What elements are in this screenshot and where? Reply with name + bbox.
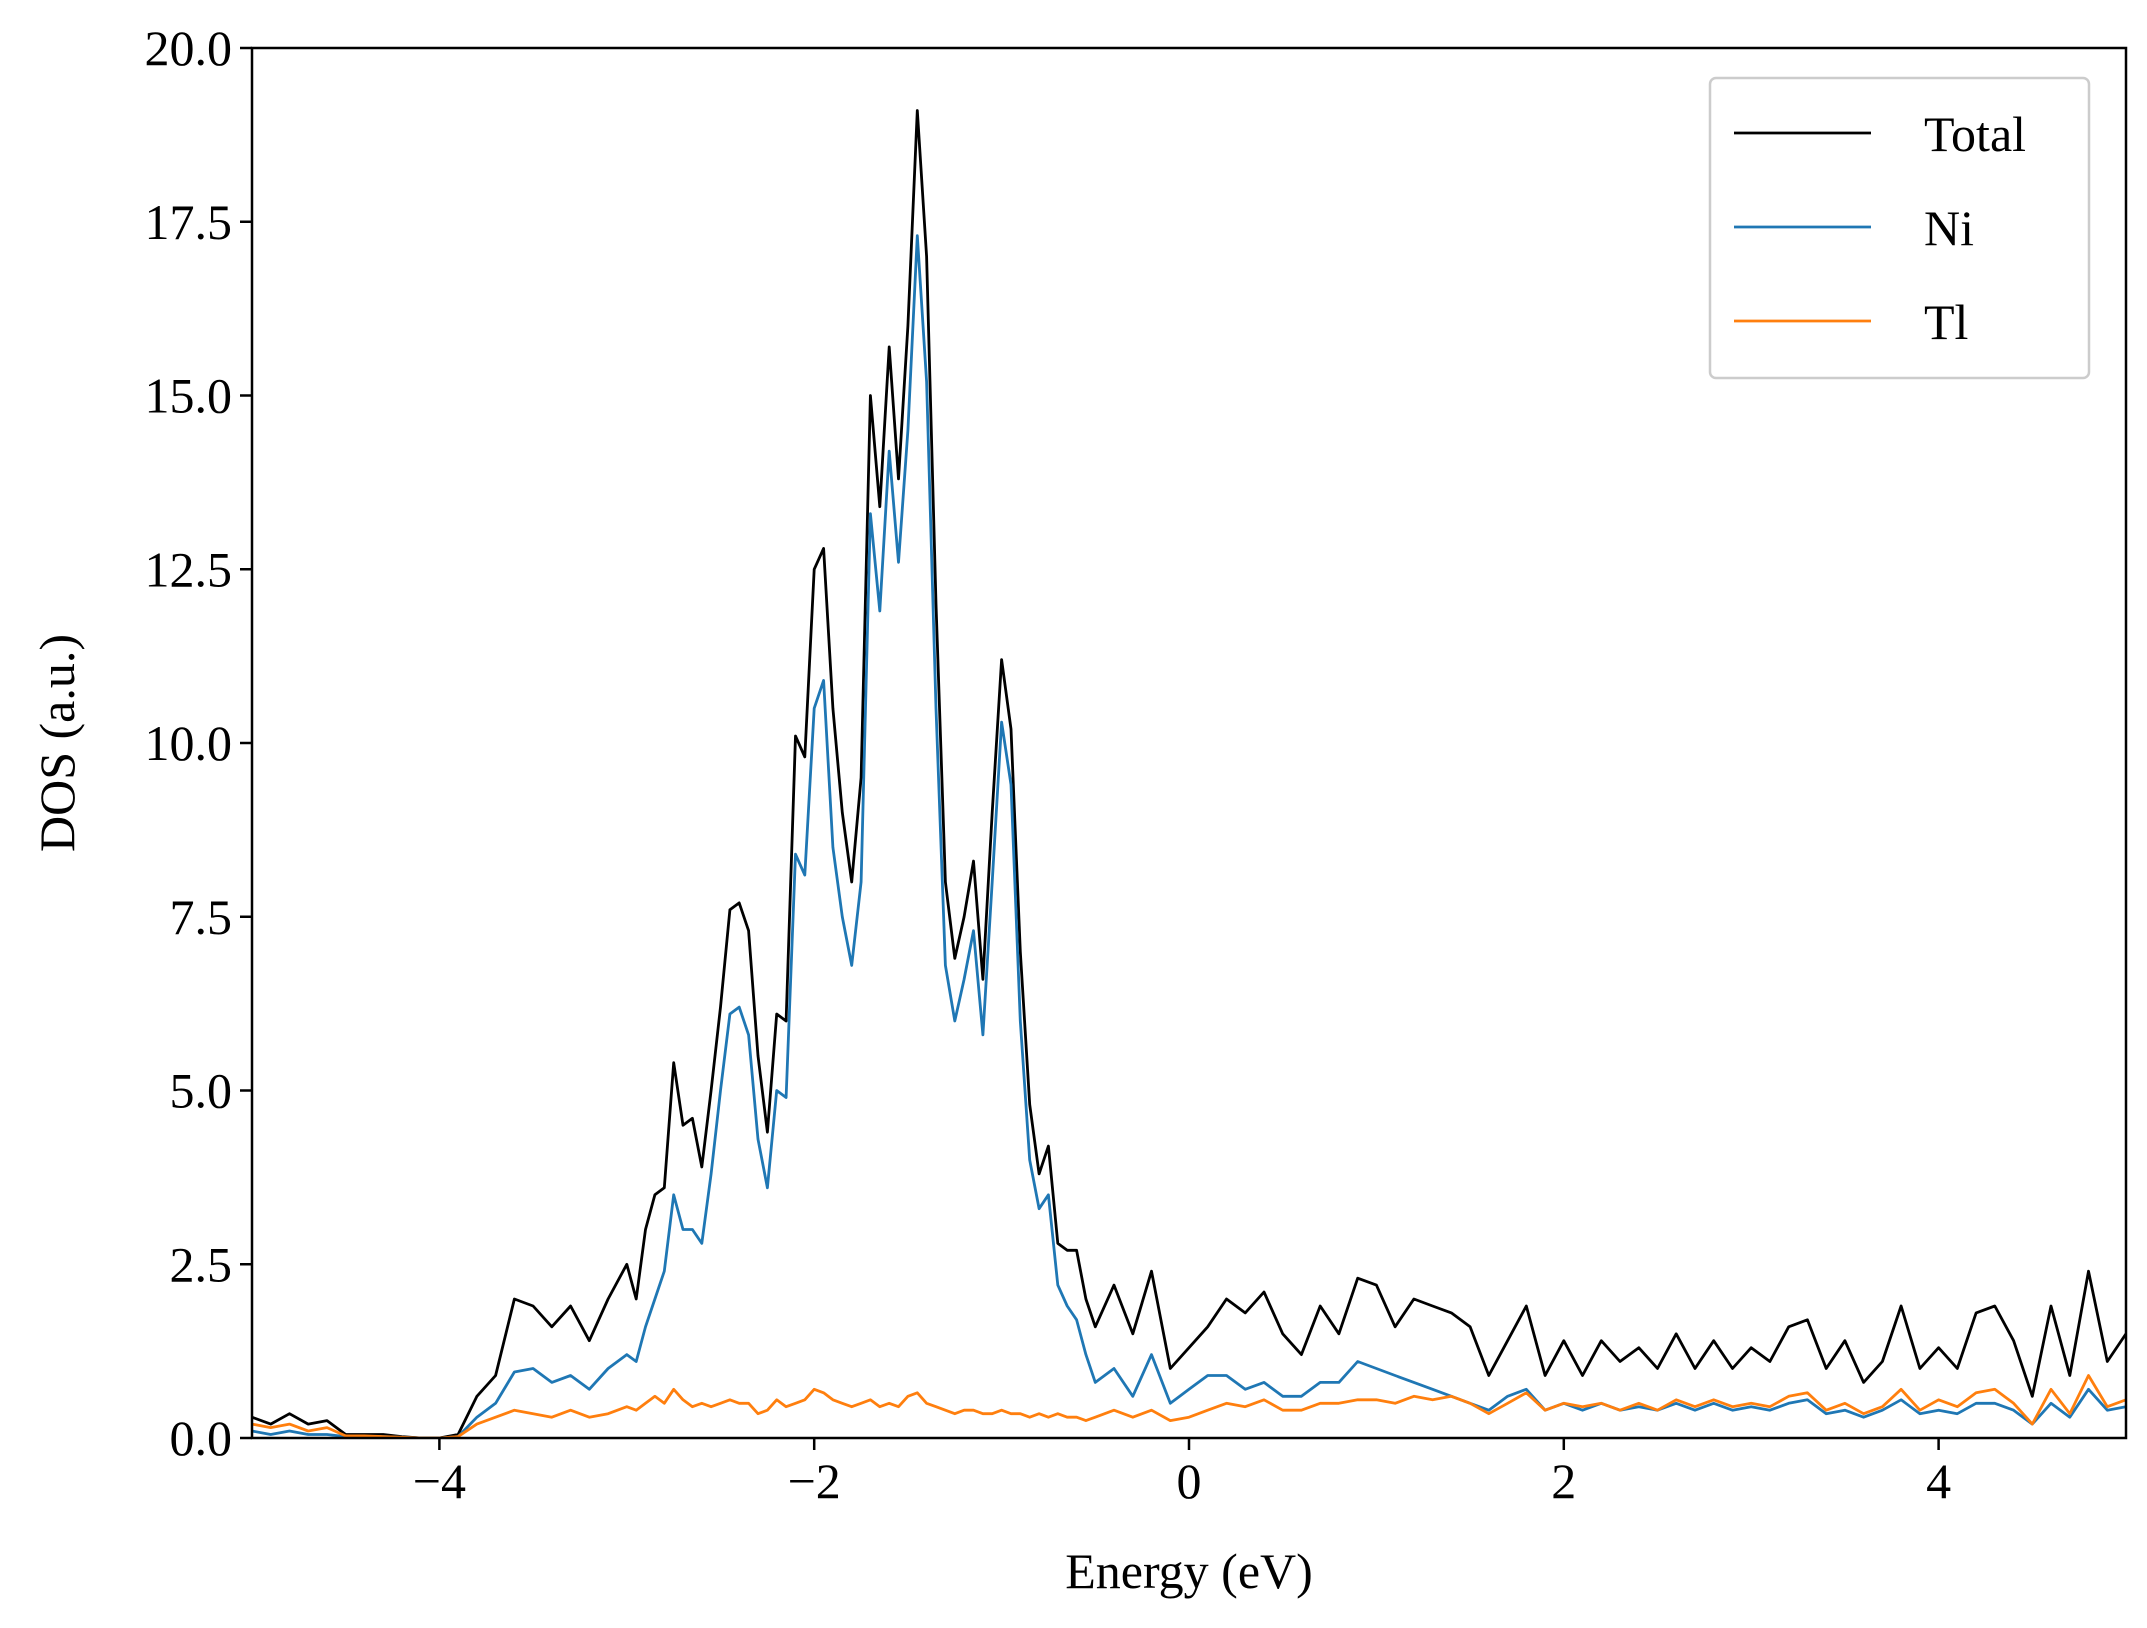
y-tick-label: 10.0 xyxy=(145,715,233,771)
legend-label: Ni xyxy=(1924,200,1974,256)
y-tick-label: 7.5 xyxy=(170,889,233,945)
y-tick-label: 0.0 xyxy=(170,1410,233,1466)
plot-area xyxy=(252,109,2126,1438)
y-tick-label: 5.0 xyxy=(170,1063,233,1119)
legend-label: Total xyxy=(1924,106,2026,162)
x-tick-label: −4 xyxy=(413,1453,466,1509)
y-tick-label: 15.0 xyxy=(145,368,233,424)
x-tick-label: 0 xyxy=(1177,1453,1202,1509)
x-tick-label: 2 xyxy=(1551,1453,1576,1509)
y-tick-label: 20.0 xyxy=(145,20,233,76)
series-line xyxy=(252,109,2126,1438)
y-axis-label: DOS (a.u.) xyxy=(29,634,85,852)
y-tick-label: 2.5 xyxy=(170,1236,233,1292)
legend-box xyxy=(1708,76,2091,380)
x-tick-label: −2 xyxy=(788,1453,841,1509)
x-tick-label: 4 xyxy=(1926,1453,1951,1509)
y-tick-label: 17.5 xyxy=(145,194,233,250)
legend-label: Tl xyxy=(1924,294,1968,350)
series-line xyxy=(252,234,2126,1438)
x-axis-label: Energy (eV) xyxy=(1065,1543,1313,1599)
y-tick-label: 12.5 xyxy=(145,541,233,597)
series-line xyxy=(252,1374,2126,1438)
